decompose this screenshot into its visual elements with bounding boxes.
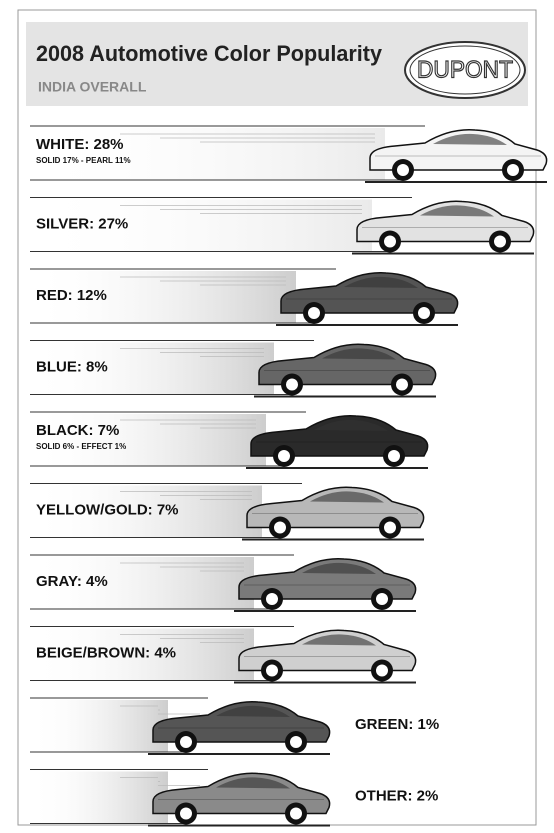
hubcap [278, 450, 290, 462]
car [365, 129, 548, 183]
car [148, 701, 331, 755]
car [254, 343, 437, 398]
row: BLUE: 8% [30, 340, 437, 398]
hubcap [388, 450, 400, 462]
row: YELLOW/GOLD: 7% [30, 483, 425, 541]
subtitle: INDIA OVERALL [38, 79, 147, 95]
speed-fade [30, 128, 385, 180]
color-label: BLACK: 7% [36, 422, 119, 439]
car-body [369, 129, 548, 171]
speed-fade [30, 414, 266, 466]
row: BEIGE/BROWN: 4% [30, 626, 417, 684]
speed-fade [30, 628, 254, 681]
car-window [302, 562, 376, 574]
car [234, 558, 417, 612]
hubcap [286, 378, 298, 391]
car [148, 772, 331, 827]
car-body [152, 701, 331, 743]
row: GREEN: 1% [30, 697, 439, 755]
car [246, 415, 429, 469]
color-label: OTHER: 2% [355, 787, 438, 804]
row: RED: 12% [30, 268, 459, 326]
car-body [250, 415, 429, 457]
rows: WHITE: 28% SOLID 17% - PEARL 11% SILVER: 2… [30, 125, 548, 827]
hubcap [397, 164, 409, 176]
speed-fade [30, 199, 372, 252]
car-body [152, 772, 331, 815]
car-window [314, 419, 388, 431]
hubcap [396, 378, 408, 391]
hubcap [418, 307, 430, 319]
speed-fade [30, 771, 168, 824]
hubcap [507, 164, 519, 176]
title: 2008 Automotive Color Popularity [36, 41, 383, 66]
car-body [238, 558, 417, 600]
color-label: WHITE: 28% [36, 136, 124, 153]
row: GRAY: 4% [30, 554, 417, 612]
car [276, 272, 459, 326]
hubcap [384, 521, 396, 534]
car-body [258, 343, 437, 386]
car-window [344, 276, 418, 288]
hubcap [180, 807, 192, 820]
car-window [322, 348, 396, 360]
color-label: BEIGE/BROWN: 4% [36, 644, 176, 661]
hubcap [494, 235, 506, 248]
speed-fade [30, 700, 168, 752]
car-body [356, 200, 535, 243]
car-body [238, 629, 417, 672]
color-label: GREEN: 1% [355, 716, 439, 733]
hubcap [384, 235, 396, 248]
speed-fade [30, 342, 274, 395]
speed-fade [30, 557, 254, 609]
car-body [246, 486, 425, 529]
car-body [280, 272, 459, 314]
car-window [216, 705, 290, 717]
speed-fade [30, 485, 262, 538]
hubcap [376, 593, 388, 605]
hubcap [290, 736, 302, 748]
row: SILVER: 27% [30, 197, 535, 255]
row: BLACK: 7% SOLID 6% - EFFECT 1% [30, 411, 429, 469]
logo: DUPONT [417, 56, 513, 83]
hubcap [180, 736, 192, 748]
car-window [310, 491, 384, 503]
logo-oval-inner [409, 45, 521, 95]
color-label: BLUE: 8% [36, 358, 108, 375]
car [234, 629, 417, 684]
row: OTHER: 2% [30, 769, 438, 827]
hubcap [274, 521, 286, 534]
color-label: YELLOW/GOLD: 7% [36, 501, 179, 518]
color-detail: SOLID 6% - EFFECT 1% [36, 442, 126, 451]
hubcap [290, 807, 302, 820]
hubcap [266, 593, 278, 605]
hubcap [376, 664, 388, 677]
row: WHITE: 28% SOLID 17% - PEARL 11% [30, 125, 548, 183]
car-window [420, 205, 494, 217]
car-window [216, 777, 290, 789]
car-window [433, 133, 507, 145]
car [242, 486, 425, 541]
color-detail: SOLID 17% - PEARL 11% [36, 156, 131, 165]
hubcap [308, 307, 320, 319]
color-label: SILVER: 27% [36, 215, 128, 232]
car-window [302, 634, 376, 646]
car [352, 200, 535, 255]
color-label: RED: 12% [36, 287, 107, 304]
hubcap [266, 664, 278, 677]
speed-fade [30, 271, 296, 323]
color-label: GRAY: 4% [36, 573, 108, 590]
logo-oval [404, 41, 526, 99]
